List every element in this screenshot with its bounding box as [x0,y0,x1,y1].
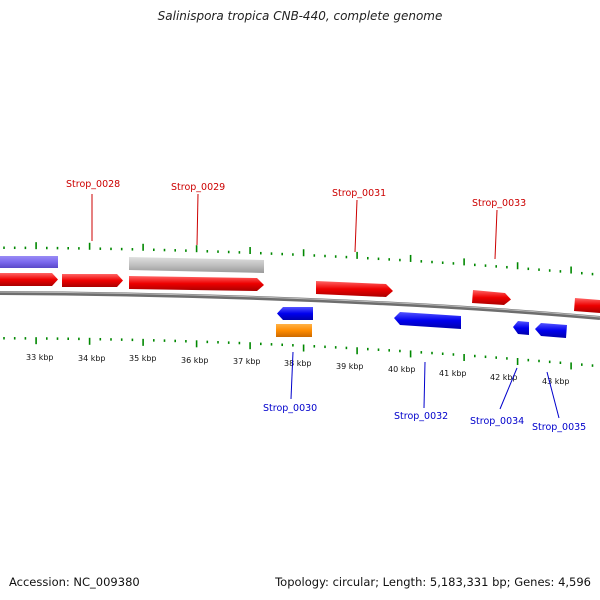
rna-feature[interactable] [276,324,312,337]
gene-label-strop-0034[interactable]: Strop_0034 [470,416,524,427]
gene-arrow-forward-edge[interactable] [574,298,600,313]
gene-arrow-strop-0031[interactable] [316,281,393,297]
accession-text: Accession: NC_009380 [9,575,140,589]
scale-label: 43 kbp [542,377,570,386]
scale-label: 34 kbp [78,354,106,363]
genome-backbone-highlight [0,291,600,318]
scale-label: 40 kbp [388,365,416,374]
tick-marks [3,242,594,370]
leader-line [423,361,426,409]
leader-line [546,371,560,419]
repeat-region-feature [0,256,58,268]
gene-label-strop-0035[interactable]: Strop_0035 [532,422,586,433]
genome-backbone [0,291,600,320]
leader-line [499,367,518,410]
scale-label: 39 kbp [336,362,364,371]
gene-arrow-forward[interactable] [0,273,58,286]
gene-arrow-strop-0034[interactable] [513,321,529,335]
gene-label-strop-0028[interactable]: Strop_0028 [66,179,120,190]
scale-label: 35 kbp [129,354,157,363]
leader-line [494,209,498,260]
gene-label-strop-0030[interactable]: Strop_0030 [263,403,317,414]
scale-label: 41 kbp [439,369,467,378]
leader-line [290,351,294,400]
scale-label: 37 kbp [233,357,261,366]
gene-label-strop-0033[interactable]: Strop_0033 [472,198,526,209]
gene-arrow-strop-0028[interactable] [62,274,123,287]
leader-line [354,199,358,253]
gene-arrow-strop-0029[interactable] [129,276,264,291]
scale-label: 33 kbp [26,353,54,362]
genome-summary-text: Topology: circular; Length: 5,183,331 bp… [275,575,591,589]
other-feature [129,257,264,273]
gene-arrow-strop-0035[interactable] [535,323,567,338]
map-title: Salinispora tropica CNB-440, complete ge… [157,9,443,23]
gene-label-strop-0029[interactable]: Strop_0029 [171,182,225,193]
scale-label: 36 kbp [181,356,209,365]
gene-arrow-strop-0032[interactable] [394,312,461,329]
gene-arrow-strop-0030[interactable] [277,307,313,320]
leader-line [196,193,199,246]
gene-arrow-strop-0033[interactable] [472,290,511,305]
scale-label: 42 kbp [490,373,518,382]
gene-label-strop-0032[interactable]: Strop_0032 [394,411,448,422]
scale-label: 38 kbp [284,359,312,368]
gene-label-strop-0031[interactable]: Strop_0031 [332,188,386,199]
